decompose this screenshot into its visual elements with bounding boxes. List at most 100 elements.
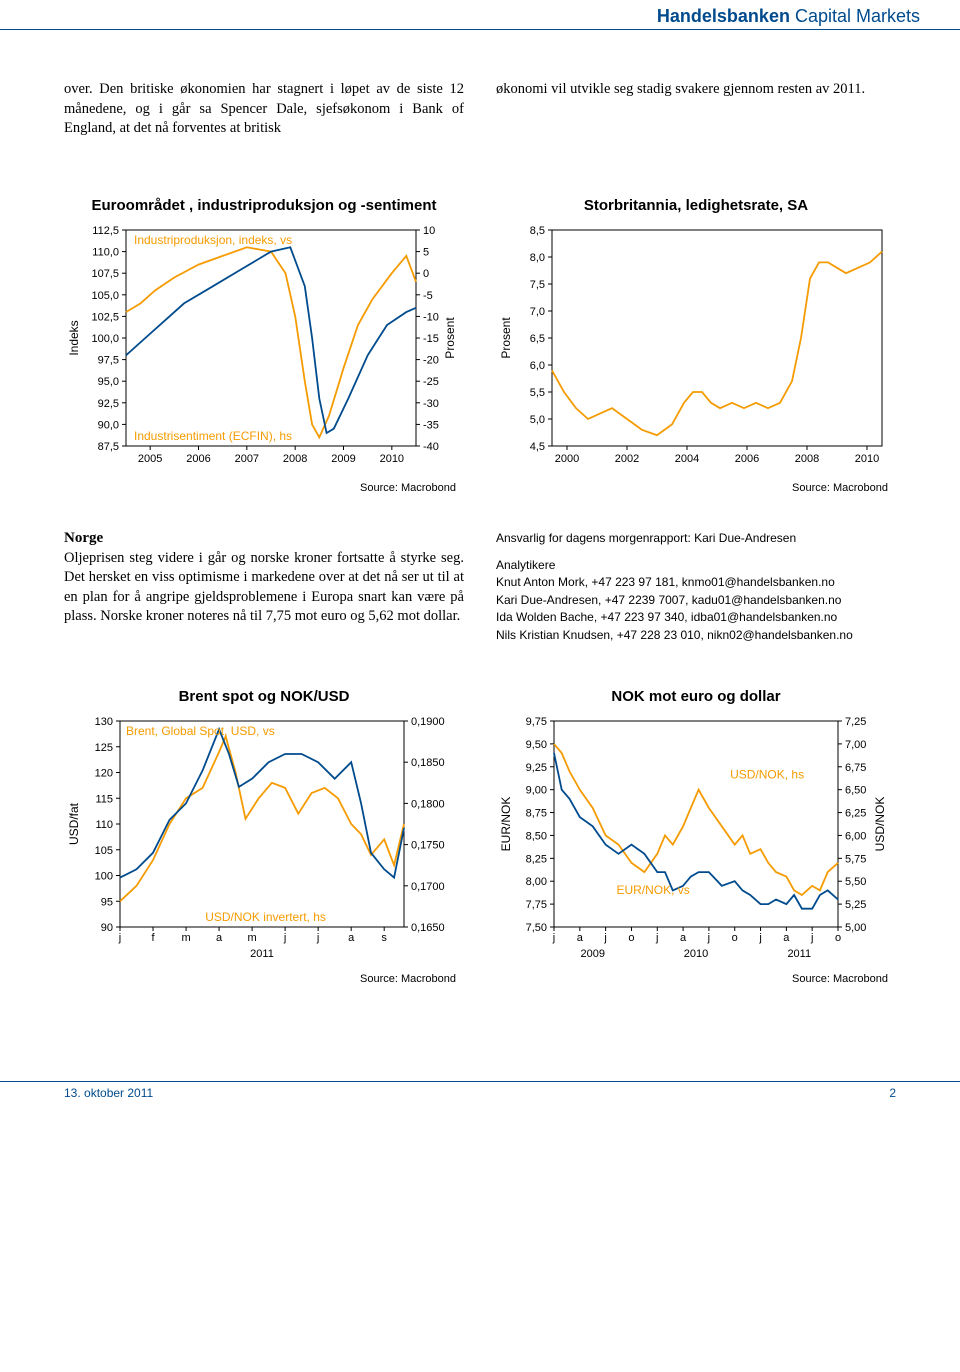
chart-row-2: Brent spot og NOK/USD 130125120115110105… bbox=[64, 680, 896, 985]
svg-text:90,0: 90,0 bbox=[98, 419, 119, 431]
svg-text:90: 90 bbox=[101, 922, 113, 934]
svg-text:USD/fat: USD/fat bbox=[67, 802, 81, 845]
svg-text:Industrisentiment (ECFIN), hs: Industrisentiment (ECFIN), hs bbox=[134, 429, 292, 443]
chart-4: NOK mot euro og dollar 9,759,509,259,008… bbox=[496, 688, 896, 985]
svg-text:5,0: 5,0 bbox=[530, 414, 545, 426]
chart-1: Euroområdet , industriproduksjon og -sen… bbox=[64, 197, 464, 494]
svg-text:a: a bbox=[216, 932, 223, 944]
svg-text:2005: 2005 bbox=[138, 453, 162, 465]
chart-4-svg: 9,759,509,259,008,758,508,258,007,757,50… bbox=[496, 711, 896, 971]
chart-4-title: NOK mot euro og dollar bbox=[496, 688, 896, 705]
svg-text:4,5: 4,5 bbox=[530, 441, 545, 453]
svg-text:2009: 2009 bbox=[580, 948, 604, 960]
footer-date: 13. oktober 2011 bbox=[64, 1086, 153, 1100]
responsible-label: Ansvarlig for dagens morgenrapport: Kari… bbox=[496, 530, 896, 547]
svg-text:115: 115 bbox=[95, 793, 113, 805]
svg-text:87,5: 87,5 bbox=[98, 441, 119, 453]
svg-text:2000: 2000 bbox=[555, 453, 579, 465]
svg-text:m: m bbox=[248, 932, 257, 944]
chart-4-source: Source: Macrobond bbox=[496, 973, 896, 985]
svg-text:2008: 2008 bbox=[283, 453, 307, 465]
page-footer: 13. oktober 2011 2 bbox=[0, 1081, 960, 1104]
svg-text:2009: 2009 bbox=[331, 453, 355, 465]
chart-2: Storbritannia, ledighetsrate, SA 8,58,07… bbox=[496, 197, 896, 494]
svg-text:5,00: 5,00 bbox=[845, 922, 866, 934]
svg-text:6,0: 6,0 bbox=[530, 360, 545, 372]
svg-text:8,50: 8,50 bbox=[526, 830, 547, 842]
svg-text:Brent, Global Spot, USD, vs: Brent, Global Spot, USD, vs bbox=[126, 724, 275, 738]
svg-text:EUR/NOK: EUR/NOK bbox=[499, 797, 513, 852]
svg-text:7,75: 7,75 bbox=[526, 899, 547, 911]
svg-text:f: f bbox=[151, 932, 155, 944]
svg-text:Prosent: Prosent bbox=[443, 316, 457, 358]
svg-text:112,5: 112,5 bbox=[92, 225, 119, 237]
svg-text:2002: 2002 bbox=[615, 453, 639, 465]
svg-text:105: 105 bbox=[95, 845, 113, 857]
svg-text:7,25: 7,25 bbox=[845, 716, 866, 728]
svg-text:j: j bbox=[316, 932, 319, 944]
svg-text:10: 10 bbox=[423, 225, 435, 237]
text-row-1: over. Den britiske økonomien har stagner… bbox=[64, 80, 896, 153]
svg-text:9,00: 9,00 bbox=[526, 785, 547, 797]
svg-text:5,5: 5,5 bbox=[530, 387, 545, 399]
page-header: Handelsbanken Capital Markets bbox=[0, 0, 960, 30]
svg-text:6,25: 6,25 bbox=[845, 808, 866, 820]
svg-text:s: s bbox=[381, 932, 387, 944]
svg-text:120: 120 bbox=[95, 768, 113, 780]
chart-1-svg: 112,5110,0107,5105,0102,5100,097,595,092… bbox=[64, 220, 464, 480]
svg-text:130: 130 bbox=[95, 716, 113, 728]
chart-3-source: Source: Macrobond bbox=[64, 973, 464, 985]
chart-1-source: Source: Macrobond bbox=[64, 482, 464, 494]
svg-text:6,75: 6,75 bbox=[845, 762, 866, 774]
footer-page: 2 bbox=[889, 1086, 896, 1100]
contacts-col: Ansvarlig for dagens morgenrapport: Kari… bbox=[496, 530, 896, 644]
brand-light: Capital Markets bbox=[790, 6, 920, 26]
svg-text:o: o bbox=[835, 932, 841, 944]
svg-text:8,75: 8,75 bbox=[526, 808, 547, 820]
svg-text:7,0: 7,0 bbox=[530, 306, 545, 318]
svg-text:Indeks: Indeks bbox=[67, 320, 81, 355]
svg-text:j: j bbox=[758, 932, 761, 944]
brand: Handelsbanken Capital Markets bbox=[657, 6, 920, 26]
text-col-left: over. Den britiske økonomien har stagner… bbox=[64, 80, 464, 153]
svg-text:2006: 2006 bbox=[735, 453, 759, 465]
svg-text:6,00: 6,00 bbox=[845, 830, 866, 842]
svg-text:-20: -20 bbox=[423, 354, 439, 366]
svg-text:110,0: 110,0 bbox=[92, 246, 119, 258]
svg-text:0,1800: 0,1800 bbox=[411, 798, 445, 810]
svg-text:2006: 2006 bbox=[186, 453, 210, 465]
svg-text:7,5: 7,5 bbox=[530, 279, 545, 291]
svg-text:95: 95 bbox=[101, 896, 113, 908]
svg-text:6,50: 6,50 bbox=[845, 785, 866, 797]
svg-text:8,5: 8,5 bbox=[530, 225, 545, 237]
contact-0: Knut Anton Mork, +47 223 97 181, knmo01@… bbox=[496, 574, 896, 591]
svg-text:j: j bbox=[552, 932, 555, 944]
svg-text:EUR/NOK, vs: EUR/NOK, vs bbox=[616, 883, 689, 897]
svg-text:0,1850: 0,1850 bbox=[411, 757, 445, 769]
page-body: over. Den britiske økonomien har stagner… bbox=[0, 30, 960, 1041]
svg-text:8,0: 8,0 bbox=[530, 252, 545, 264]
svg-text:2010: 2010 bbox=[380, 453, 404, 465]
svg-text:8,00: 8,00 bbox=[526, 876, 547, 888]
text-col-right: økonomi vil utvikle seg stadig svakere g… bbox=[496, 80, 896, 153]
svg-text:9,50: 9,50 bbox=[526, 739, 547, 751]
text-row-2: Norge Oljeprisen steg videre i går og no… bbox=[64, 530, 896, 644]
contact-2: Ida Wolden Bache, +47 223 97 340, idba01… bbox=[496, 609, 896, 626]
svg-text:o: o bbox=[732, 932, 738, 944]
svg-text:-30: -30 bbox=[423, 397, 439, 409]
svg-text:0,1900: 0,1900 bbox=[411, 716, 445, 728]
svg-text:Prosent: Prosent bbox=[499, 316, 513, 358]
svg-text:j: j bbox=[810, 932, 813, 944]
svg-text:0,1750: 0,1750 bbox=[411, 840, 445, 852]
svg-text:o: o bbox=[628, 932, 634, 944]
svg-text:m: m bbox=[181, 932, 190, 944]
para-1-left: over. Den britiske økonomien har stagner… bbox=[64, 80, 464, 139]
svg-text:-15: -15 bbox=[423, 333, 439, 345]
chart-1-title: Euroområdet , industriproduksjon og -sen… bbox=[64, 197, 464, 214]
svg-text:100,0: 100,0 bbox=[91, 333, 119, 345]
svg-text:92,5: 92,5 bbox=[98, 397, 119, 409]
svg-text:-5: -5 bbox=[423, 289, 433, 301]
svg-text:2008: 2008 bbox=[795, 453, 819, 465]
svg-text:5,50: 5,50 bbox=[845, 876, 866, 888]
svg-text:USD/NOK, hs: USD/NOK, hs bbox=[730, 768, 804, 782]
